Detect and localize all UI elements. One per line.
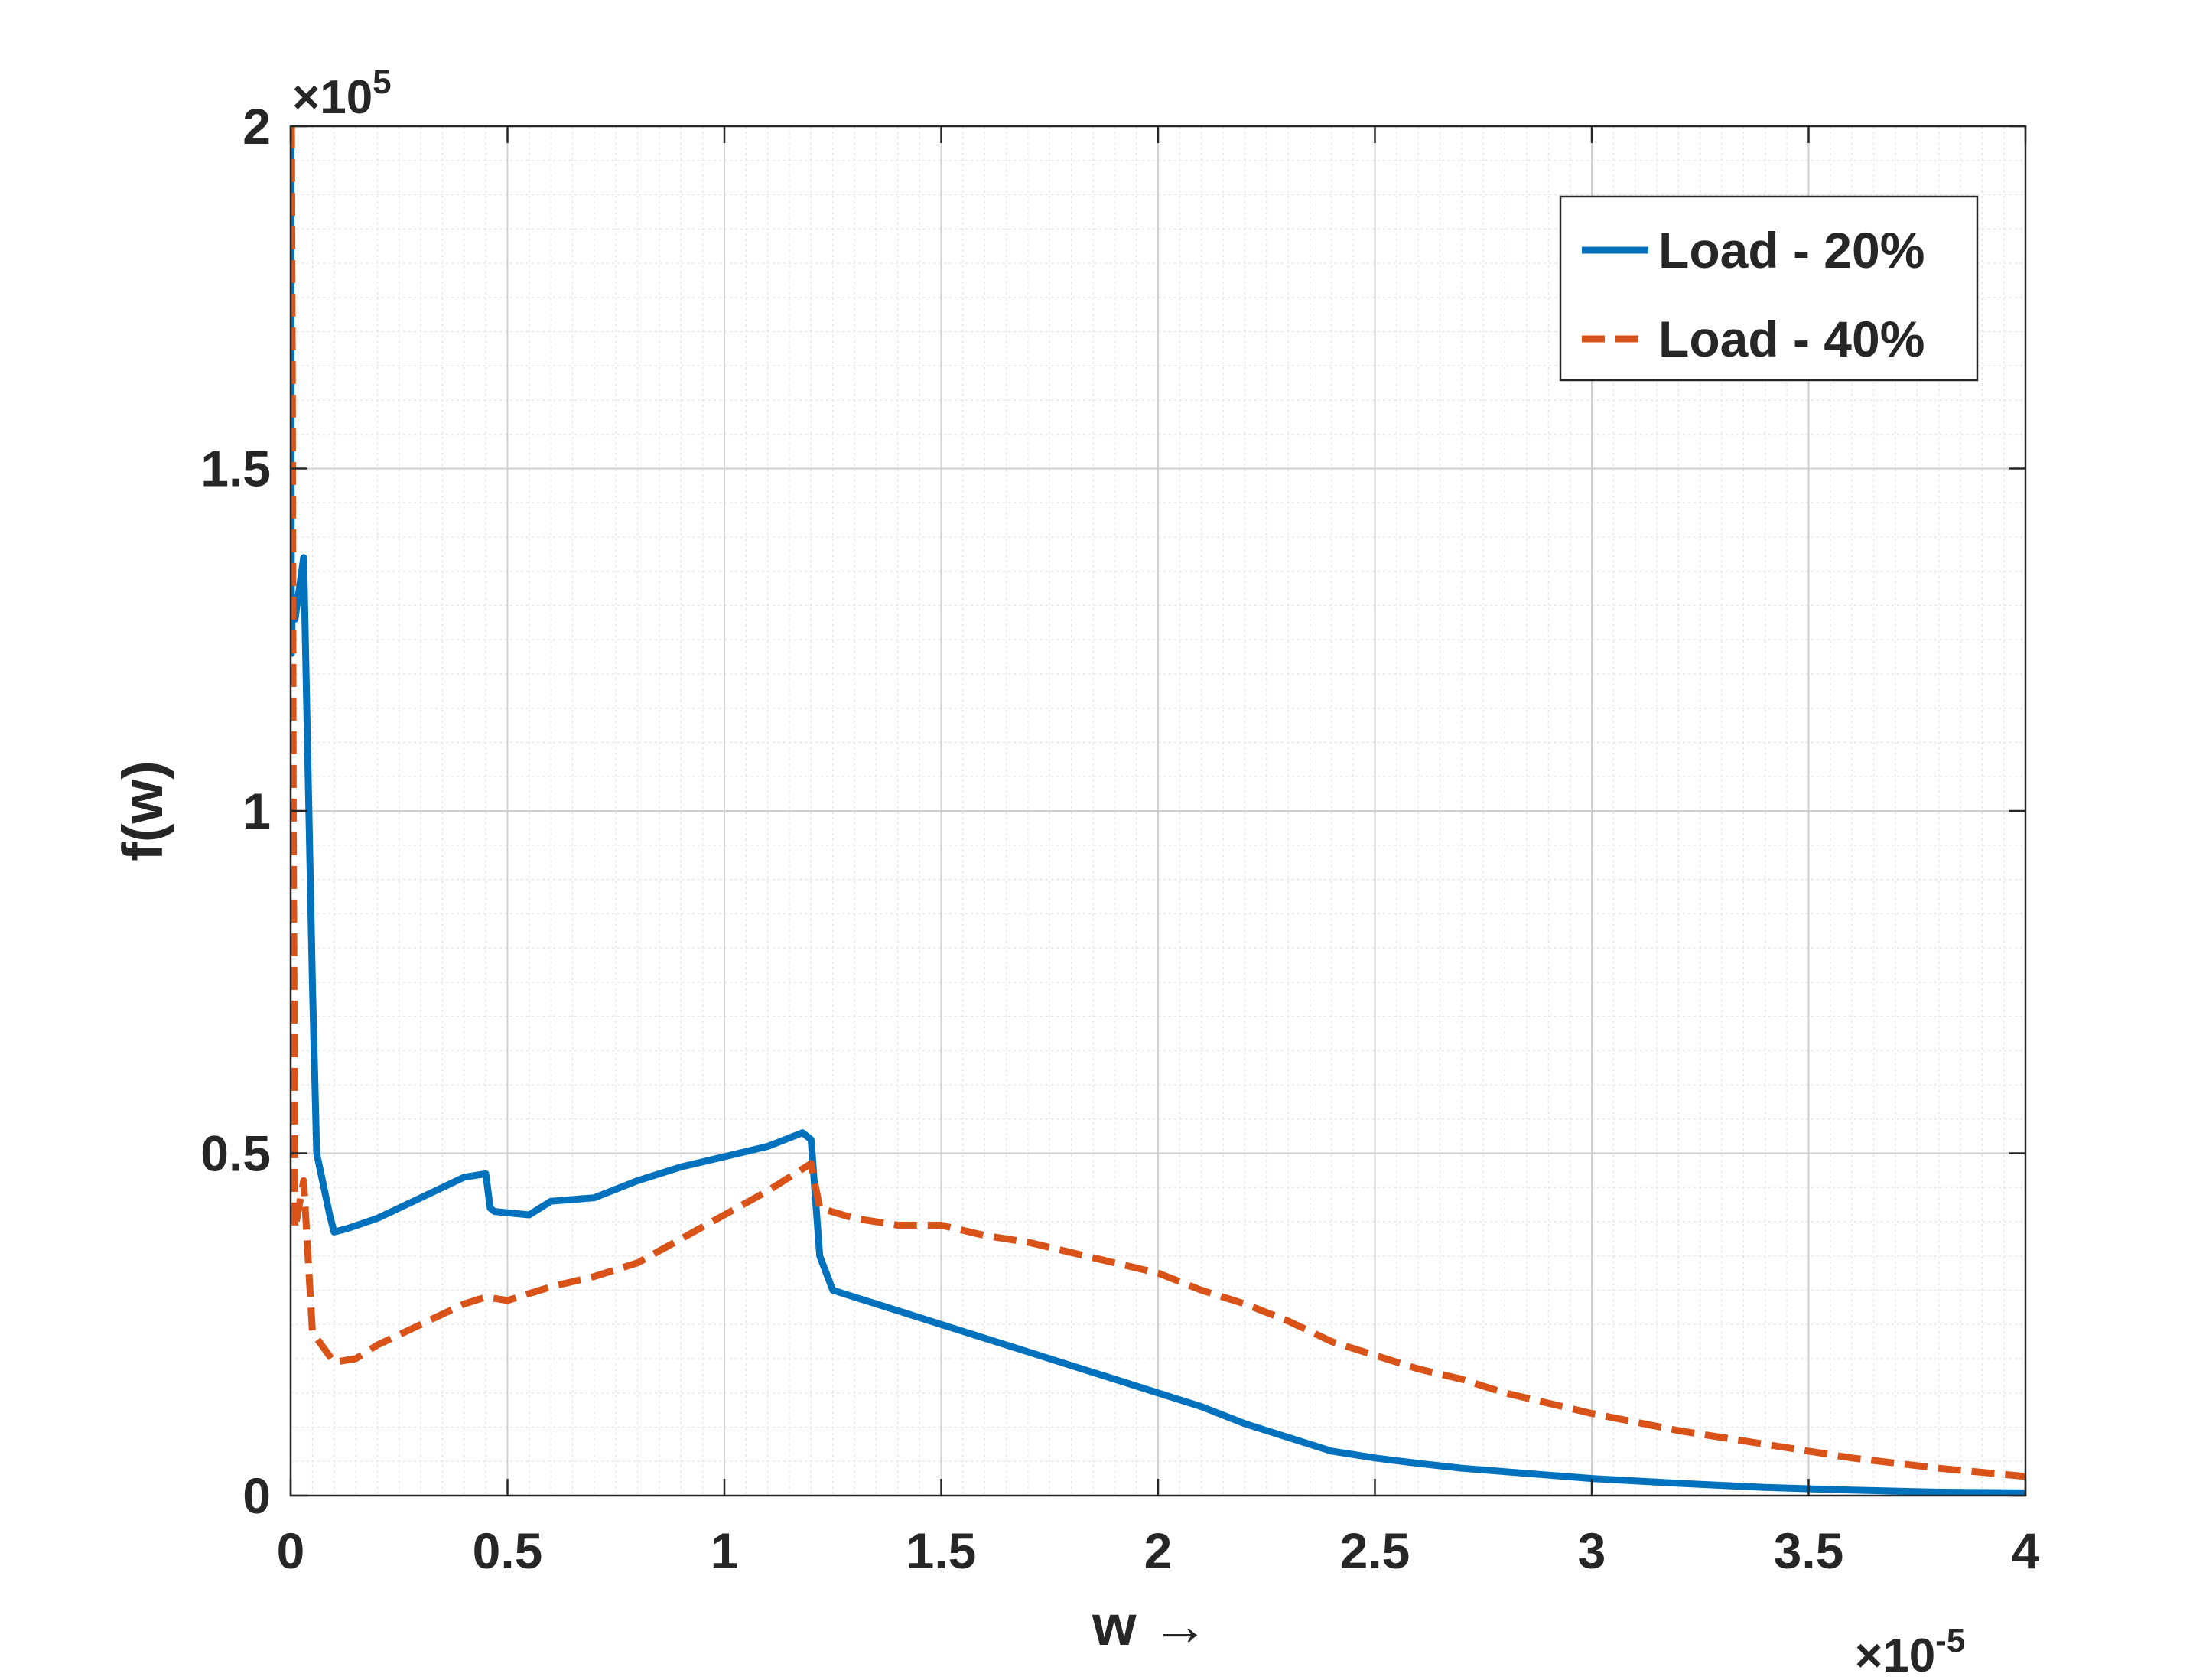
x-tick-label: 2 (1144, 1522, 1173, 1579)
legend-items: Load - 20% Load - 40% (1582, 222, 1925, 367)
x-exponent-power: -5 (1935, 1622, 1965, 1659)
series-layer (291, 126, 2025, 1496)
legend-label-1: Load - 20% (1658, 222, 1925, 278)
series-line-1 (291, 126, 2025, 1496)
y-exponent-base: ×10 (292, 71, 373, 124)
y-tick-label: 0 (242, 1467, 271, 1524)
x-tick-label: 1 (711, 1522, 739, 1579)
y-tick-label: 0.5 (200, 1125, 271, 1182)
y-tick-label: 1.5 (200, 441, 271, 497)
x-tick-label: 0 (277, 1522, 305, 1579)
legend-box (1559, 195, 1979, 382)
x-tick-label: 1.5 (906, 1522, 977, 1579)
x-exponent-base: ×10 (1855, 1630, 1935, 1676)
y-tick-labels: 0 0.5 1 1.5 2 (200, 98, 271, 1524)
legend: Load - 20% Load - 40% (1559, 195, 1979, 382)
legend-label-2: Load - 40% (1658, 311, 1925, 367)
y-tick-label: 1 (242, 783, 271, 839)
ticks-layer (289, 125, 2027, 1497)
x-tick-label: 2.5 (1340, 1522, 1410, 1579)
x-tick-label: 4 (2012, 1522, 2040, 1579)
y-exponent-power: 5 (373, 63, 391, 101)
x-tick-labels: 0 0.5 1 1.5 2 2.5 3 3.5 4 (277, 1522, 2040, 1579)
x-axis-label: w → (1092, 1594, 1209, 1657)
minor-grid (291, 126, 2025, 1496)
series-line-2 (291, 126, 2025, 1480)
x-tick-label: 3 (1578, 1522, 1606, 1579)
y-axis-label: f(w) (111, 760, 174, 861)
x-tick-label: 3.5 (1774, 1522, 1844, 1579)
y-tick-label: 2 (242, 98, 271, 155)
x-tick-label: 0.5 (473, 1522, 543, 1579)
x-exponent-label: ×10-5 (1855, 1622, 1965, 1676)
y-exponent-label: ×105 (292, 63, 392, 124)
